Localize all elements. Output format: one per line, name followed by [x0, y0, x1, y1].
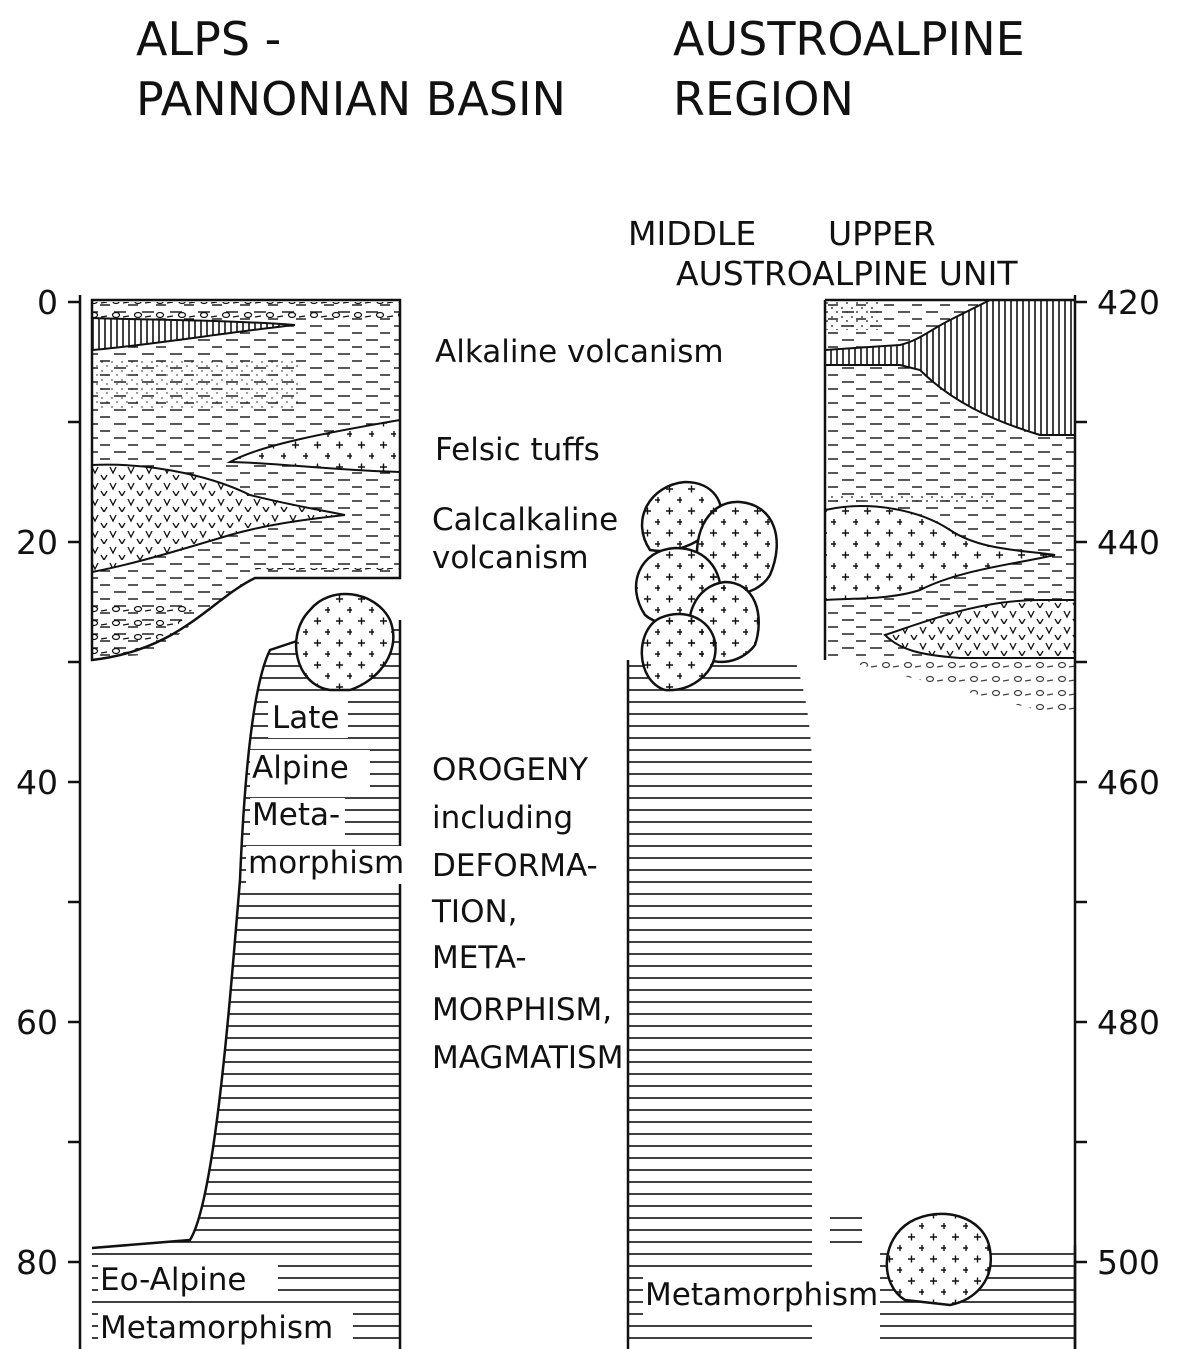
- titles: ALPS - PANNONIAN BASIN AUSTROALPINE REGI…: [136, 12, 1025, 293]
- label: MORPHISM,: [432, 992, 612, 1028]
- left-column: [92, 300, 400, 1349]
- label: DEFORMA-: [432, 848, 598, 884]
- column-header: UPPER: [828, 214, 936, 253]
- tick-label: 420: [1097, 283, 1160, 322]
- tick-label: 80: [16, 1243, 58, 1282]
- label: META-: [432, 940, 527, 976]
- middle-column: [628, 482, 812, 1349]
- label: Alkaline volcanism: [435, 334, 724, 370]
- label: MAGMATISM: [432, 1040, 623, 1076]
- label: TION,: [431, 894, 518, 930]
- label: Late: [272, 700, 340, 736]
- label: Meta-: [252, 797, 340, 833]
- tick-label: 500: [1097, 1243, 1160, 1282]
- tick-label: 480: [1097, 1003, 1160, 1042]
- label: volcanism: [432, 540, 589, 576]
- right-column: [825, 300, 1075, 1349]
- tick-label: 440: [1097, 523, 1160, 562]
- tick-label: 60: [16, 1003, 58, 1042]
- label: Felsic tuffs: [435, 432, 600, 468]
- label: morphism: [248, 845, 404, 881]
- label: Alpine: [252, 750, 349, 786]
- label: Eo-Alpine: [100, 1262, 246, 1298]
- label: including: [432, 800, 573, 836]
- diagram: ALPS - PANNONIAN BASIN AUSTROALPINE REGI…: [0, 0, 1180, 1349]
- tick-label: 40: [16, 763, 58, 802]
- tick-label: 0: [37, 283, 58, 322]
- title: AUSTROALPINE: [673, 12, 1025, 66]
- label: Metamorphism: [100, 1310, 333, 1346]
- label: Metamorphism: [645, 1277, 878, 1313]
- column-header: MIDDLE: [628, 214, 756, 253]
- title: REGION: [673, 72, 854, 126]
- tick-label: 460: [1097, 763, 1160, 802]
- column-header: AUSTROALPINE UNIT: [676, 254, 1018, 293]
- title: ALPS -: [136, 12, 281, 66]
- label: Calcalkaline: [432, 502, 618, 538]
- label: OROGENY: [432, 752, 588, 788]
- tick-label: 20: [16, 523, 58, 562]
- title: PANNONIAN BASIN: [136, 72, 566, 126]
